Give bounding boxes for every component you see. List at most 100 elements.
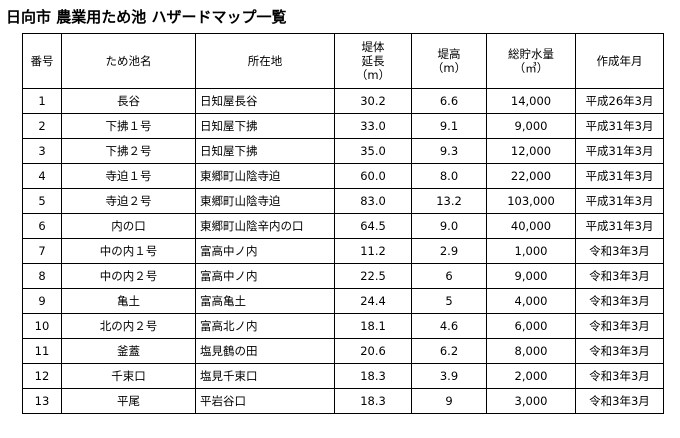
table-row: 7 中の内１号 富高中ノ内 11.2 2.9 1,000 令和3年3月 bbox=[22, 238, 664, 264]
page-title: 日向市 農業用ため池 ハザードマップ一覧 bbox=[6, 8, 287, 26]
cell-capacity: 6,000 bbox=[486, 313, 576, 339]
cell-height: 6 bbox=[411, 263, 487, 289]
cell-created: 平成31年3月 bbox=[575, 163, 664, 189]
cell-capacity: 40,000 bbox=[486, 213, 576, 239]
cell-name: 下拂１号 bbox=[61, 113, 196, 139]
cell-location: 富高北ノ内 bbox=[195, 313, 335, 339]
cell-name: 亀土 bbox=[61, 288, 196, 314]
header-height: 堤高 （m） bbox=[411, 33, 487, 89]
table-row: 9 亀土 富高亀土 24.4 5 4,000 令和3年3月 bbox=[22, 288, 664, 314]
cell-created: 令和3年3月 bbox=[575, 338, 664, 364]
cell-created: 令和3年3月 bbox=[575, 263, 664, 289]
cell-length: 60.0 bbox=[334, 163, 412, 189]
header-name: ため池名 bbox=[61, 33, 196, 89]
cell-no: 6 bbox=[22, 213, 62, 239]
cell-no: 9 bbox=[22, 288, 62, 314]
cell-created: 令和3年3月 bbox=[575, 238, 664, 264]
cell-created: 平成31年3月 bbox=[575, 113, 664, 139]
cell-length: 18.3 bbox=[334, 363, 412, 389]
table-row: 11 釜蓋 塩見鶴の田 20.6 6.2 8,000 令和3年3月 bbox=[22, 338, 664, 364]
cell-height: 9.0 bbox=[411, 213, 487, 239]
cell-name: 長谷 bbox=[61, 88, 196, 114]
cell-name: 寺迫２号 bbox=[61, 188, 196, 214]
cell-location: 東郷町山陰辛内の口 bbox=[195, 213, 335, 239]
cell-no: 1 bbox=[22, 88, 62, 114]
cell-capacity: 9,000 bbox=[486, 263, 576, 289]
cell-location: 日知屋下拂 bbox=[195, 138, 335, 164]
table-row: 6 内の口 東郷町山陰辛内の口 64.5 9.0 40,000 平成31年3月 bbox=[22, 213, 664, 239]
cell-capacity: 8,000 bbox=[486, 338, 576, 364]
cell-capacity: 103,000 bbox=[486, 188, 576, 214]
header-capacity-line-2: （㎥） bbox=[513, 61, 549, 75]
cell-name: 寺迫１号 bbox=[61, 163, 196, 189]
header-created: 作成年月 bbox=[575, 33, 664, 89]
cell-created: 令和3年3月 bbox=[575, 313, 664, 339]
cell-height: 9.3 bbox=[411, 138, 487, 164]
table-row: 5 寺迫２号 東郷町山陰寺迫 83.0 13.2 103,000 平成31年3月 bbox=[22, 188, 664, 214]
cell-height: 9 bbox=[411, 388, 487, 414]
cell-no: 2 bbox=[22, 113, 62, 139]
cell-height: 9.1 bbox=[411, 113, 487, 139]
header-length-line-3: （m） bbox=[355, 68, 391, 82]
cell-no: 11 bbox=[22, 338, 62, 364]
cell-height: 5 bbox=[411, 288, 487, 314]
header-height-line-2: （m） bbox=[431, 61, 467, 75]
cell-height: 13.2 bbox=[411, 188, 487, 214]
cell-length: 64.5 bbox=[334, 213, 412, 239]
cell-length: 18.3 bbox=[334, 388, 412, 414]
cell-name: 平尾 bbox=[61, 388, 196, 414]
cell-name: 千束口 bbox=[61, 363, 196, 389]
table-row: 1 長谷 日知屋長谷 30.2 6.6 14,000 平成26年3月 bbox=[22, 88, 664, 114]
cell-location: 富高亀土 bbox=[195, 288, 335, 314]
cell-length: 20.6 bbox=[334, 338, 412, 364]
cell-length: 18.1 bbox=[334, 313, 412, 339]
header-length-line-1: 堤体 bbox=[361, 40, 385, 54]
cell-capacity: 22,000 bbox=[486, 163, 576, 189]
cell-height: 2.9 bbox=[411, 238, 487, 264]
cell-capacity: 9,000 bbox=[486, 113, 576, 139]
table-row: 13 平尾 平岩谷口 18.3 9 3,000 令和3年3月 bbox=[22, 388, 664, 414]
cell-location: 塩見千束口 bbox=[195, 363, 335, 389]
cell-no: 10 bbox=[22, 313, 62, 339]
cell-location: 富高中ノ内 bbox=[195, 238, 335, 264]
cell-location: 日知屋下拂 bbox=[195, 113, 335, 139]
cell-location: 東郷町山陰寺迫 bbox=[195, 163, 335, 189]
cell-created: 令和3年3月 bbox=[575, 363, 664, 389]
cell-length: 83.0 bbox=[334, 188, 412, 214]
header-capacity: 総貯水量 （㎥） bbox=[486, 33, 576, 89]
cell-no: 4 bbox=[22, 163, 62, 189]
cell-location: 平岩谷口 bbox=[195, 388, 335, 414]
cell-created: 平成31年3月 bbox=[575, 138, 664, 164]
header-capacity-line-1: 総貯水量 bbox=[508, 47, 554, 61]
cell-no: 5 bbox=[22, 188, 62, 214]
cell-length: 22.5 bbox=[334, 263, 412, 289]
cell-no: 12 bbox=[22, 363, 62, 389]
cell-height: 6.2 bbox=[411, 338, 487, 364]
cell-created: 平成31年3月 bbox=[575, 188, 664, 214]
cell-location: 東郷町山陰寺迫 bbox=[195, 188, 335, 214]
cell-capacity: 1,000 bbox=[486, 238, 576, 264]
cell-name: 中の内２号 bbox=[61, 263, 196, 289]
header-no: 番号 bbox=[22, 33, 62, 89]
cell-height: 6.6 bbox=[411, 88, 487, 114]
header-height-line-1: 堤高 bbox=[437, 47, 461, 61]
header-length: 堤体 延長 （m） bbox=[334, 33, 412, 89]
cell-location: 富高中ノ内 bbox=[195, 263, 335, 289]
table-row: 4 寺迫１号 東郷町山陰寺迫 60.0 8.0 22,000 平成31年3月 bbox=[22, 163, 664, 189]
cell-location: 日知屋長谷 bbox=[195, 88, 335, 114]
cell-length: 35.0 bbox=[334, 138, 412, 164]
cell-capacity: 3,000 bbox=[486, 388, 576, 414]
cell-name: 釜蓋 bbox=[61, 338, 196, 364]
table-body: 1 長谷 日知屋長谷 30.2 6.6 14,000 平成26年3月 2 下拂１号 日知屋下拂 33… bbox=[22, 88, 664, 414]
cell-no: 13 bbox=[22, 388, 62, 414]
cell-created: 令和3年3月 bbox=[575, 288, 664, 314]
table-header-row: 番号 ため池名 所在地 堤体 延長 （m） 堤高 （m） 総貯水量 （㎥） 作成… bbox=[22, 33, 664, 89]
cell-created: 平成31年3月 bbox=[575, 213, 664, 239]
cell-created: 令和3年3月 bbox=[575, 388, 664, 414]
header-length-line-2: 延長 bbox=[361, 54, 385, 68]
cell-name: 北の内２号 bbox=[61, 313, 196, 339]
table-row: 2 下拂１号 日知屋下拂 33.0 9.1 9,000 平成31年3月 bbox=[22, 113, 664, 139]
cell-capacity: 2,000 bbox=[486, 363, 576, 389]
header-location: 所在地 bbox=[195, 33, 335, 89]
cell-length: 30.2 bbox=[334, 88, 412, 114]
